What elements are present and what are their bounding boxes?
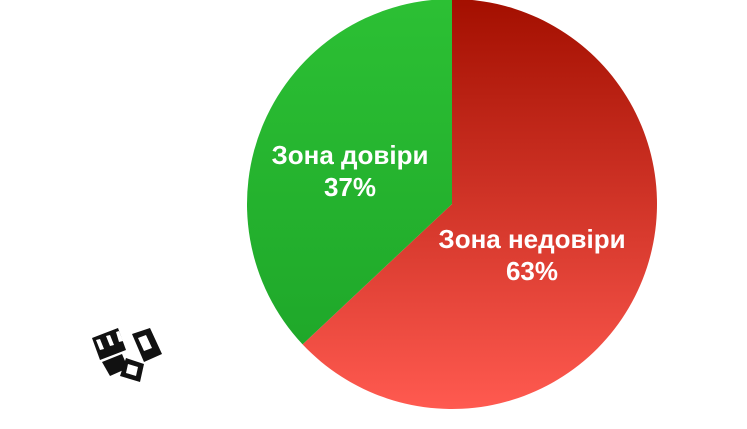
pie-slices [246,0,657,409]
clapping-hands-icon [92,328,162,382]
pie-labels: Зона недовіри 63% Зона довіри 37% [271,140,625,286]
slice-label-trust: Зона довіри [271,140,428,170]
slice-value-distrust: 63% [506,256,558,286]
slice-value-trust: 37% [324,172,376,202]
pie-slice-distrust [302,0,657,409]
slice-label-distrust: Зона недовіри [438,224,625,254]
pie-slice-trust [246,0,452,345]
